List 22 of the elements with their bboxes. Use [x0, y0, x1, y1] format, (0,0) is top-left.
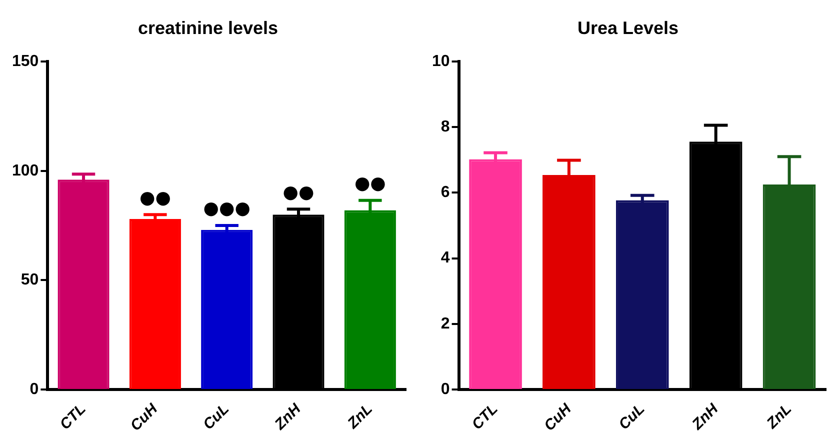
y-tick-label: 4	[440, 250, 450, 267]
y-tick-label: 0	[30, 380, 39, 398]
x-tick-label: CuL	[616, 400, 648, 434]
y-tick-label: 0	[440, 380, 450, 398]
x-tick-label: CTL	[468, 400, 502, 434]
y-tick-label: 2	[440, 315, 450, 332]
chart-title: creatinine levels	[138, 18, 278, 38]
annotation: ●●●	[203, 198, 250, 220]
chart-title: Urea Levels	[577, 18, 679, 38]
y-tick-label: 50	[20, 272, 39, 289]
x-tick-label: ZnL	[762, 400, 796, 433]
y-tick-label: 100	[12, 162, 39, 180]
x-tick-label: CTL	[56, 400, 90, 434]
annotation: ●●	[354, 173, 386, 194]
y-tick-label: 150	[12, 53, 39, 70]
annotation: ●●	[139, 187, 171, 208]
y-tick-label: 8	[440, 118, 450, 136]
annotation: ●●	[282, 182, 314, 203]
x-tick-label: CuL	[200, 400, 233, 434]
y-tick-label: 6	[440, 184, 450, 202]
y-tick-label: 10	[432, 53, 450, 70]
x-tick-label: ZnL	[344, 400, 376, 433]
